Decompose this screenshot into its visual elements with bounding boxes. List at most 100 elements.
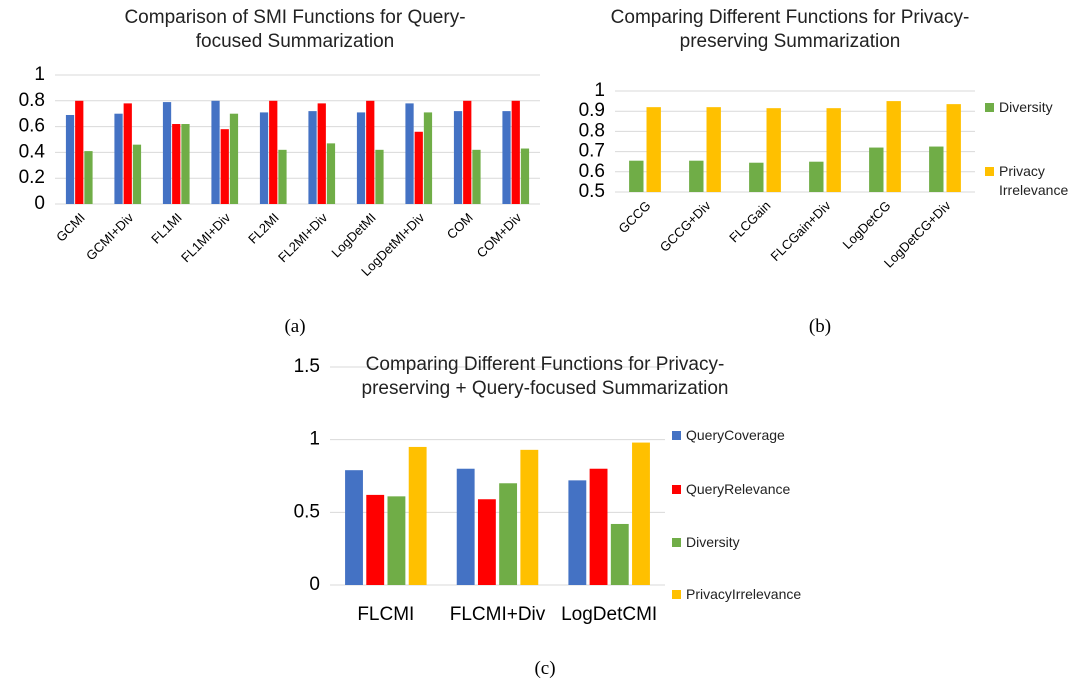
bar [405,103,414,204]
bar [499,483,518,585]
x-tick-label: FLCGain+Div [768,198,834,264]
y-tick-label: 0.6 [19,116,45,137]
bar [414,131,423,204]
bar [826,108,841,192]
bar [375,149,384,204]
legend-label: QueryRelevance [686,481,791,497]
bar [181,124,190,204]
y-tick-label: 1 [594,80,605,101]
x-tick-label: FL2MI [245,210,282,247]
bar [706,107,721,192]
bar [520,148,530,204]
bar [511,100,520,204]
bar [75,100,84,204]
y-tick-label: 0 [309,574,320,595]
x-tick-label: FLCMI [357,604,414,625]
bar [886,101,901,192]
bar [356,112,366,204]
bar [766,108,781,192]
bar [326,143,336,204]
x-tick-label: LogDetCMI [561,604,657,625]
x-tick-label: LogDetMI [328,210,378,260]
legend-swatch [672,431,681,440]
y-tick-label: 0.5 [294,501,320,522]
y-tick-label: 0 [34,193,45,214]
y-tick-label: 0.8 [579,120,605,141]
caption: (b) [808,316,832,337]
bar [472,149,481,204]
legend-label: PrivacyIrrelevance [686,586,802,602]
x-tick-label: FL1MI [148,210,185,247]
y-tick-label: 0.2 [19,167,45,188]
bar [929,146,944,192]
bar [387,496,406,585]
legend-swatch [672,590,681,599]
chart-title: Comparing Different Functions for Privac… [361,354,729,399]
legend-label: Privacy Irrelevance [999,163,1069,198]
x-tick-label: GCCG [615,198,653,236]
bar [946,104,961,192]
chart-title: Comparing Different Functions for Privac… [610,7,970,52]
bar [423,112,433,204]
bar [308,111,317,204]
bar [259,112,269,204]
bar [114,113,123,204]
bar [220,129,229,204]
bar [456,468,475,585]
y-tick-label: 1 [34,64,45,85]
y-tick-label: 0.6 [579,161,605,182]
bar [172,124,181,204]
bar [502,111,511,204]
legend-swatch [985,167,994,176]
bar [629,160,644,192]
bar [689,160,704,192]
bar [589,468,608,585]
bar [408,446,427,585]
x-tick-label: FL1MI+Div [178,210,234,266]
legend-swatch [672,485,681,494]
bar [520,449,539,585]
bar [229,113,239,204]
bar [269,100,278,204]
legend-label: Diversity [999,99,1053,115]
bar [809,161,824,192]
bar [345,470,363,585]
x-tick-label: COM [444,210,476,242]
legend-label: QueryCoverage [686,427,785,443]
bar [366,100,375,204]
y-tick-label: 0.7 [579,141,605,162]
x-tick-label: GCMI+Div [83,210,137,264]
y-tick-label: 1 [309,429,320,450]
y-tick-label: 0.4 [19,141,46,162]
bar [84,151,93,204]
y-tick-label: 1.5 [294,356,320,377]
caption: (a) [284,316,306,337]
bar [610,523,629,585]
caption: (c) [534,658,556,679]
legend-swatch [672,538,681,547]
x-tick-label: LogDetCG [840,198,894,252]
x-tick-label: FLCGain [726,198,773,245]
chart-title: Comparison of SMI Functions for Query-fo… [124,7,466,52]
bar [568,480,587,585]
x-tick-label: FL2MI+Div [275,210,331,266]
bar [749,162,764,192]
bar [463,100,472,204]
bar [162,102,172,204]
bar [632,442,650,585]
bar [132,144,142,204]
bar [477,499,496,585]
bar [453,111,463,204]
x-tick-label: GCMI [53,210,88,245]
x-tick-label: FLCMI+Div [450,604,546,625]
bar [366,494,385,585]
x-tick-label: COM+Div [474,210,525,261]
y-tick-label: 0.9 [579,100,605,121]
legend-label: Diversity [686,534,740,550]
bar [317,103,326,204]
bar [211,100,220,204]
bar [278,149,287,204]
y-tick-label: 0.5 [579,181,605,202]
